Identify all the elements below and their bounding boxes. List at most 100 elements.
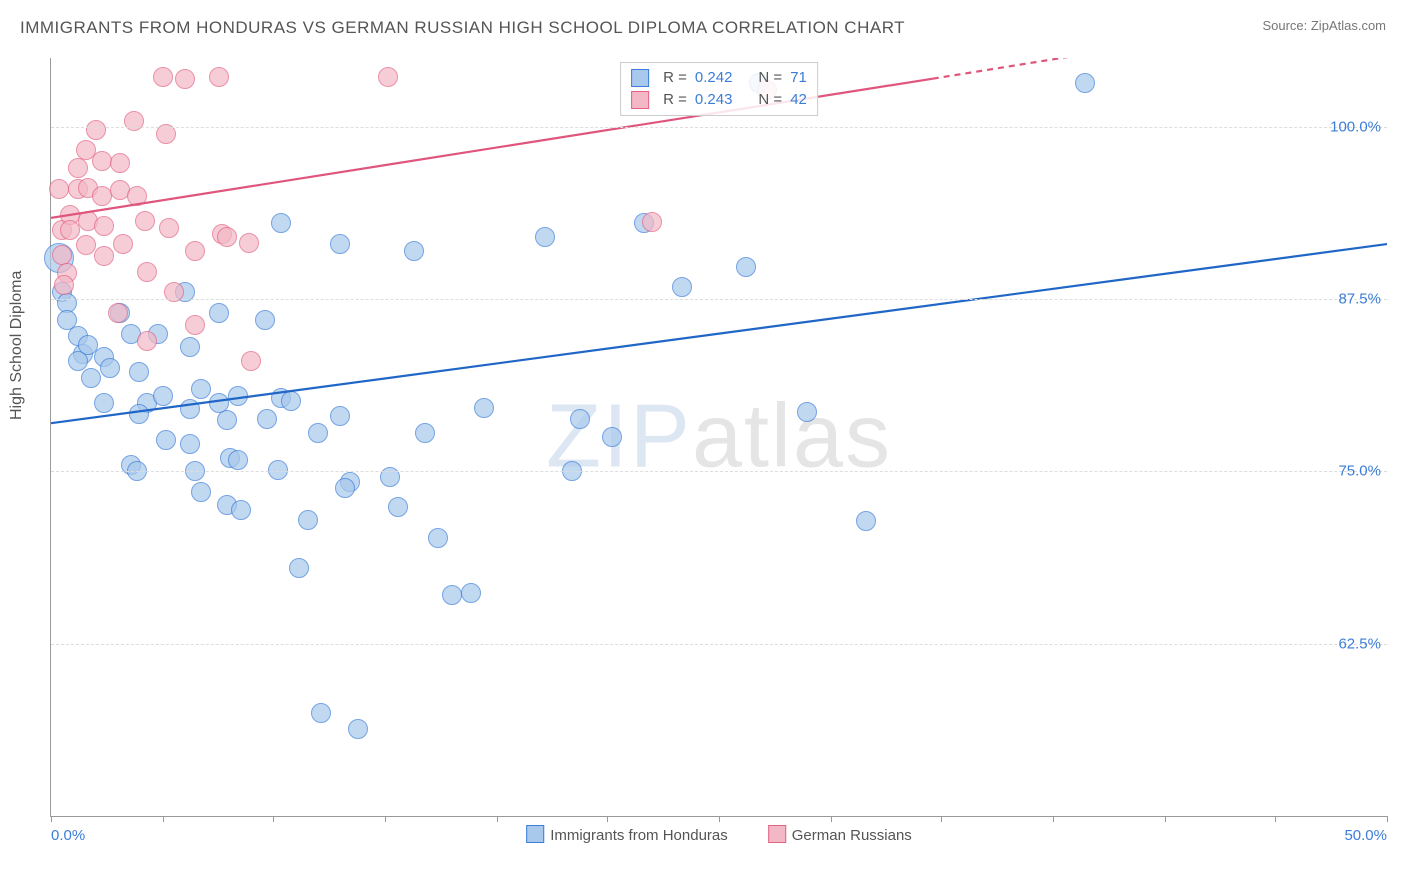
- gridline: [51, 299, 1387, 300]
- y-tick-label: 62.5%: [1338, 635, 1381, 652]
- source-attribution: Source: ZipAtlas.com: [1262, 18, 1386, 33]
- x-tick: [1165, 816, 1166, 822]
- data-point: [153, 386, 173, 406]
- swatch-german-russians-icon: [631, 91, 649, 109]
- x-tick: [941, 816, 942, 822]
- data-point: [52, 245, 72, 265]
- data-point: [217, 410, 237, 430]
- data-point: [241, 351, 261, 371]
- data-point: [330, 406, 350, 426]
- x-tick: [1053, 816, 1054, 822]
- data-point: [672, 277, 692, 297]
- data-point: [268, 460, 288, 480]
- data-point: [159, 218, 179, 238]
- data-point: [736, 257, 756, 277]
- data-point: [602, 427, 622, 447]
- data-point: [110, 153, 130, 173]
- data-point: [797, 402, 817, 422]
- data-point: [191, 379, 211, 399]
- data-point: [856, 511, 876, 531]
- data-point: [129, 362, 149, 382]
- x-tick: [607, 816, 608, 822]
- swatch-honduras-icon: [631, 69, 649, 87]
- x-tick: [385, 816, 386, 822]
- data-point: [86, 120, 106, 140]
- stats-row-honduras: R = 0.242 N = 71: [631, 67, 807, 89]
- legend-item-german-russians: German Russians: [768, 825, 912, 844]
- data-point: [94, 246, 114, 266]
- scatter-plot: ZIPatlas R = 0.242 N = 71 R = 0.243 N = …: [50, 58, 1387, 817]
- data-point: [298, 510, 318, 530]
- data-point: [185, 315, 205, 335]
- data-point: [76, 235, 96, 255]
- data-point: [388, 497, 408, 517]
- watermark: ZIPatlas: [546, 386, 892, 489]
- correlation-stats-box: R = 0.242 N = 71 R = 0.243 N = 42: [620, 62, 818, 116]
- data-point: [127, 186, 147, 206]
- data-point: [100, 358, 120, 378]
- data-point: [209, 67, 229, 87]
- data-point: [335, 478, 355, 498]
- data-point: [92, 151, 112, 171]
- data-point: [153, 67, 173, 87]
- data-point: [180, 434, 200, 454]
- data-point: [180, 399, 200, 419]
- data-point: [92, 186, 112, 206]
- data-point: [180, 337, 200, 357]
- data-point: [289, 558, 309, 578]
- x-tick: [51, 816, 52, 822]
- data-point: [217, 227, 237, 247]
- data-point: [113, 234, 133, 254]
- data-point: [191, 482, 211, 502]
- gridline: [51, 471, 1387, 472]
- x-tick: [1275, 816, 1276, 822]
- data-point: [348, 719, 368, 739]
- data-point: [209, 303, 229, 323]
- data-point: [535, 227, 555, 247]
- legend-item-honduras: Immigrants from Honduras: [526, 825, 728, 844]
- swatch-german-russians-icon: [768, 825, 786, 843]
- data-point: [330, 234, 350, 254]
- swatch-honduras-icon: [526, 825, 544, 843]
- data-point: [380, 467, 400, 487]
- x-min-label: 0.0%: [51, 827, 85, 844]
- n-value-german-russians: 42: [790, 89, 807, 111]
- data-point: [228, 450, 248, 470]
- data-point: [255, 310, 275, 330]
- chart-title: IMMIGRANTS FROM HONDURAS VS GERMAN RUSSI…: [20, 18, 905, 37]
- data-point: [94, 393, 114, 413]
- data-point: [108, 303, 128, 323]
- data-point: [308, 423, 328, 443]
- x-tick: [497, 816, 498, 822]
- series-legend: Immigrants from Honduras German Russians: [526, 825, 912, 844]
- data-point: [175, 69, 195, 89]
- data-point: [68, 158, 88, 178]
- x-tick: [163, 816, 164, 822]
- data-point: [428, 528, 448, 548]
- data-point: [129, 404, 149, 424]
- data-point: [442, 585, 462, 605]
- y-axis-label: High School Diploma: [8, 271, 26, 420]
- data-point: [81, 368, 101, 388]
- x-tick: [1387, 816, 1388, 822]
- x-tick: [719, 816, 720, 822]
- data-point: [461, 583, 481, 603]
- r-value-german-russians: 0.243: [695, 89, 733, 111]
- stats-row-german-russians: R = 0.243 N = 42: [631, 89, 807, 111]
- data-point: [404, 241, 424, 261]
- data-point: [135, 211, 155, 231]
- data-point: [124, 111, 144, 131]
- data-point: [137, 331, 157, 351]
- data-point: [415, 423, 435, 443]
- data-point: [474, 398, 494, 418]
- r-value-honduras: 0.242: [695, 67, 733, 89]
- data-point: [239, 233, 259, 253]
- data-point: [231, 500, 251, 520]
- x-tick: [831, 816, 832, 822]
- data-point: [642, 212, 662, 232]
- data-point: [185, 241, 205, 261]
- trend-lines: [51, 58, 1387, 816]
- data-point: [156, 430, 176, 450]
- data-point: [1075, 73, 1095, 93]
- n-value-honduras: 71: [790, 67, 807, 89]
